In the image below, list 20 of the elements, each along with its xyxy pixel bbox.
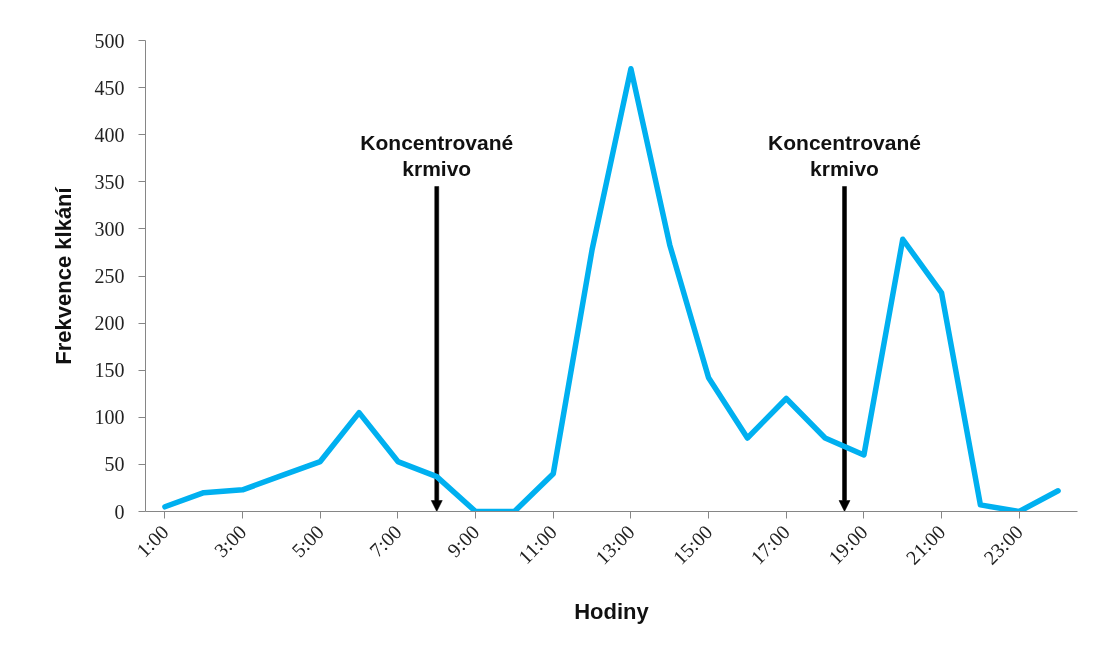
y-tick-label: 50 [104,453,125,476]
y-tick-label: 100 [94,406,125,429]
y-axis-title: Frekvence klkání [50,186,76,365]
x-tick-label: 3:00 [209,520,251,562]
x-tick-label: 5:00 [287,520,329,562]
y-tick-label: 0 [114,500,125,523]
y-tick-label: 300 [94,217,125,240]
y-tick-label: 450 [94,76,125,99]
x-tick-label: 7:00 [365,520,406,562]
ref-line-label: Koncentrované krmivo [768,131,921,181]
y-tick-label: 200 [94,312,125,335]
y-tick-label: 400 [94,123,125,146]
ref-line-label: Koncentrované krmivo [360,131,514,181]
y-tick-label: 500 [94,29,125,52]
x-tick-label: 1:00 [132,520,173,562]
x-tick-label: 9:00 [442,520,484,562]
x-axis-title: Hodiny [574,599,650,625]
y-tick-label: 150 [94,359,125,382]
y-tick-label: 350 [94,170,125,193]
y-tick-label: 250 [94,265,125,287]
